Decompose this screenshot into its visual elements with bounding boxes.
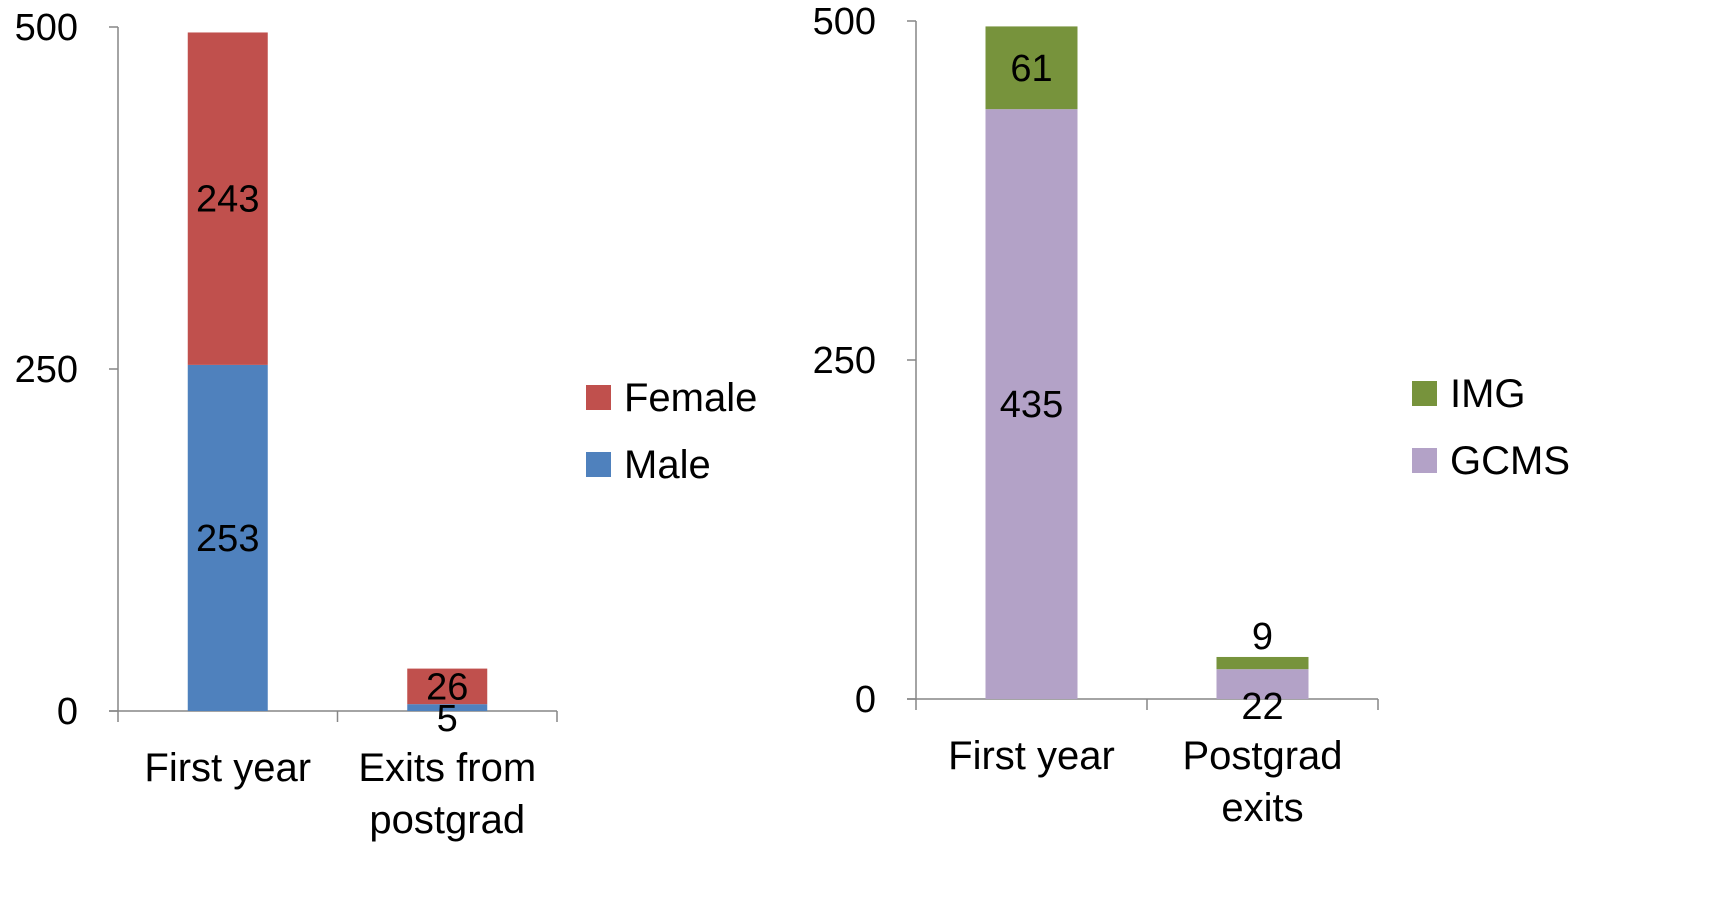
chart-gender: 0 250 500 First year Exits from postgrad 253 24… [15,7,758,842]
bar-segment [985,26,1078,110]
chart-origin: 0 250 500 First year Postgrad exits 435 61 22 9 IM… [813,1,1570,830]
y-tick-label: 250 [813,340,876,382]
data-label: 22 [1241,686,1283,728]
bar-segment [1216,656,1309,670]
legend-swatch [1412,448,1437,473]
legend-label: Male [624,443,711,487]
bar-segment [187,364,268,711]
bar-segment [407,668,488,705]
data-label: 61 [1010,48,1052,90]
x-category-label: Exits from [358,746,536,790]
data-label: 243 [196,179,259,221]
bar-segment [985,109,1078,699]
bar-segment [407,704,488,711]
legend-label: Female [624,376,757,420]
legend-swatch [586,452,611,477]
y-tick-label: 500 [15,7,78,49]
y-tick-label: 0 [57,691,78,733]
y-tick-label: 0 [855,679,876,721]
legend-label: IMG [1450,372,1526,416]
data-label: 435 [1000,384,1063,426]
y-tick-label: 500 [813,1,876,43]
legend-label: GCMS [1450,439,1570,483]
data-label: 5 [437,698,458,740]
x-category-label: First year [948,734,1115,778]
data-label: 253 [196,518,259,560]
data-label: 26 [426,666,468,708]
x-category-label: exits [1221,786,1303,830]
y-tick-label: 250 [15,349,78,391]
data-label: 9 [1252,616,1273,658]
legend-swatch [1412,381,1437,406]
x-category-label: First year [144,746,311,790]
x-category-label: Postgrad [1182,734,1342,778]
x-category-label: postgrad [369,798,525,842]
bar-segment [187,32,268,365]
legend-swatch [586,385,611,410]
bar-segment [1216,669,1309,699]
